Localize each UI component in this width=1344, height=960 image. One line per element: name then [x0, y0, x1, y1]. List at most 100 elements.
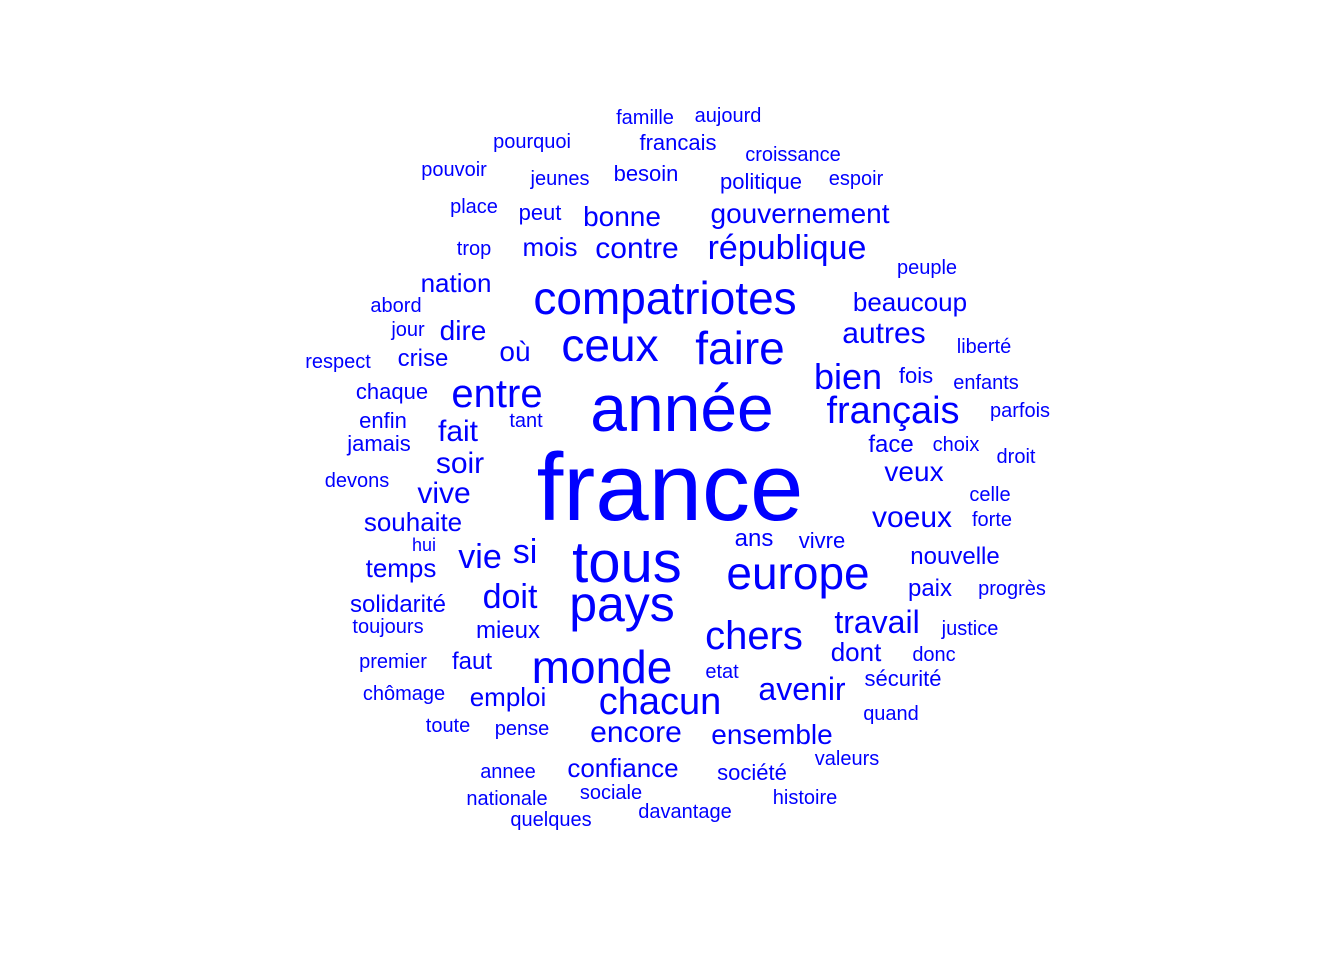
word: sociale [579, 782, 643, 804]
word: pourquoi [493, 131, 571, 153]
word: place [450, 196, 498, 218]
word: jeunes [530, 168, 590, 190]
word: chers [705, 614, 803, 658]
word: aujourd [694, 105, 762, 127]
word: famille [616, 107, 674, 129]
word: république [707, 229, 867, 267]
word: pays [569, 576, 675, 632]
word: société [717, 760, 787, 785]
word: voeux [871, 501, 953, 534]
word: bonne [583, 201, 661, 232]
word: enfin [359, 408, 407, 433]
word: croissance [745, 144, 841, 166]
word: dont [830, 637, 882, 667]
word: faut [451, 648, 493, 675]
word: année [590, 371, 774, 445]
word: emploi [469, 682, 547, 712]
word: soir [435, 447, 485, 480]
word: respect [305, 351, 371, 373]
word: pense [494, 718, 550, 740]
word: sécurité [864, 666, 942, 691]
word: ceux [561, 319, 659, 371]
word: nationale [466, 788, 548, 810]
word: hui [411, 535, 437, 555]
word: veux [884, 456, 944, 487]
word: compatriotes [533, 272, 797, 324]
word: entre [451, 372, 543, 416]
word: peut [518, 200, 562, 225]
word: beaucoup [852, 287, 968, 317]
word: nouvelle [910, 543, 1000, 570]
word: devons [324, 470, 390, 492]
word: besoin [613, 161, 679, 186]
word: trop [456, 238, 492, 260]
word: jour [391, 319, 425, 341]
word: enfants [953, 372, 1019, 394]
word: annee [480, 761, 536, 783]
word: nation [420, 268, 492, 298]
word: france [536, 434, 804, 541]
word: si [512, 533, 538, 571]
word: toujours [352, 616, 424, 638]
word: liberté [956, 336, 1012, 358]
word: chômage [362, 683, 446, 705]
word: etat [705, 661, 739, 683]
word: autres [842, 317, 926, 350]
word: abord [370, 295, 422, 317]
word: doit [482, 578, 538, 616]
word: toute [425, 715, 471, 737]
word: dire [439, 315, 487, 346]
word: avenir [758, 671, 846, 707]
word: français [826, 390, 960, 432]
word: donc [912, 644, 956, 666]
word: quelques [510, 809, 592, 831]
word: davantage [638, 801, 732, 823]
word: crise [397, 345, 449, 372]
word: justice [941, 618, 999, 640]
word: monde [531, 641, 673, 693]
word: peuple [896, 257, 958, 279]
word: où [499, 336, 531, 367]
word: paix [907, 575, 953, 602]
word: fait [437, 415, 479, 448]
word: tant [509, 410, 543, 432]
word: espoir [828, 168, 884, 190]
word: confiance [567, 753, 679, 783]
word: forte [971, 509, 1013, 531]
word: parfois [989, 400, 1051, 422]
word: face [868, 431, 914, 458]
word: chacun [598, 681, 722, 723]
word: vie [458, 538, 502, 576]
word: vive [417, 477, 471, 510]
word: mieux [475, 617, 541, 644]
word: solidarité [349, 591, 447, 618]
word: quand [863, 703, 919, 725]
word: ensemble [711, 719, 833, 750]
word: droit [996, 446, 1036, 468]
word: choix [932, 434, 980, 456]
word: tous [572, 530, 682, 595]
word: vivre [798, 528, 846, 553]
word: francais [639, 130, 717, 155]
word: chaque [355, 379, 429, 404]
word: premier [359, 651, 427, 673]
word: pouvoir [421, 159, 487, 181]
word: encore [590, 716, 682, 749]
word: ans [734, 525, 774, 552]
word: gouvernement [710, 198, 890, 229]
word: souhaite [363, 507, 463, 537]
word: mois [522, 232, 578, 262]
word: fois [898, 363, 934, 388]
word: faire [695, 322, 785, 374]
word: politique [720, 169, 802, 194]
word: celle [969, 484, 1011, 506]
word: temps [365, 553, 437, 583]
word: contre [595, 232, 679, 265]
word: histoire [772, 787, 838, 809]
word: valeurs [814, 748, 880, 770]
word: progrès [978, 578, 1046, 600]
word: travail [834, 604, 920, 640]
word: jamais [347, 431, 411, 456]
word: bien [813, 356, 883, 397]
